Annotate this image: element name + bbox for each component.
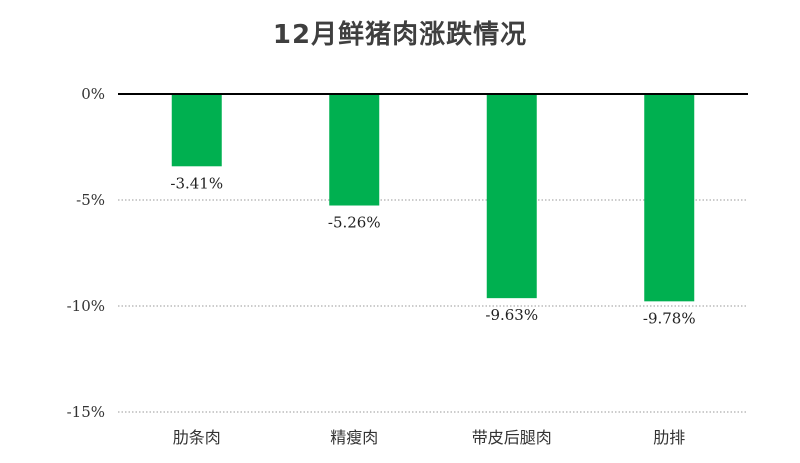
bar (171, 94, 222, 167)
category-label: 精瘦肉 (330, 428, 378, 447)
bar (644, 94, 695, 302)
category-label: 肋条肉 (173, 428, 221, 447)
y-tick-label: -5% (76, 191, 105, 209)
y-tick-label: -10% (67, 297, 105, 315)
bar (329, 94, 380, 206)
data-label: -9.63% (485, 306, 538, 324)
category-label: 肋排 (653, 428, 685, 447)
category-label: 带皮后腿肉 (472, 428, 552, 447)
bar (486, 94, 537, 299)
y-tick-label: -15% (67, 403, 105, 421)
y-tick-label: 0% (81, 85, 105, 103)
chart-title: 12月鲜猪肉涨跌情况 (272, 20, 528, 50)
data-label: -9.78% (643, 309, 696, 327)
data-label: -5.26% (328, 214, 381, 232)
data-label: -3.41% (170, 174, 223, 192)
